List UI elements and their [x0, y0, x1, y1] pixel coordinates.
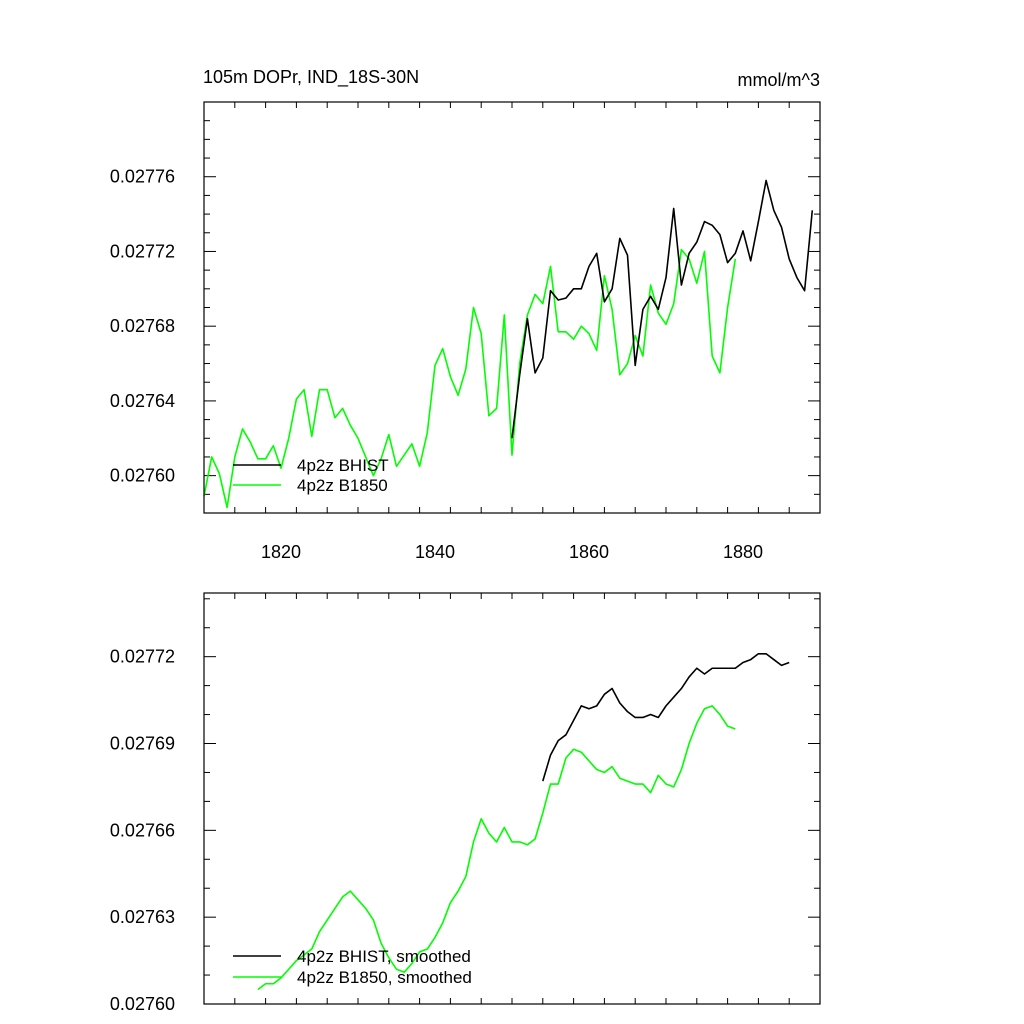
y-tick-label: 0.02760 — [110, 466, 175, 486]
x-tick-label: 1880 — [723, 542, 763, 562]
y-tick-label: 0.02769 — [110, 734, 175, 754]
bottom-panel-frame — [203, 592, 821, 1005]
top-panel: 105m DOPr, IND_18S-30N mmol/m^3 0.027600… — [110, 67, 821, 562]
top-panel-y-tick-labels: 0.02760 0.02764 0.02768 0.02772 0.02776 — [110, 167, 175, 486]
bottom-panel: 0.02760 0.02763 0.02766 0.02769 0.02772 4p2z… — [110, 592, 821, 1014]
y-tick-label: 0.02772 — [110, 241, 175, 261]
y-tick-label: 0.02772 — [110, 647, 175, 667]
top-panel-units: mmol/m^3 — [738, 70, 820, 90]
legend-label: 4p2z BHIST, smoothed — [297, 947, 471, 966]
series-line-bhist — [511, 179, 814, 439]
y-tick-label: 0.02766 — [110, 820, 175, 840]
x-tick-label: 1860 — [569, 542, 609, 562]
legend-label: 4p2z B1850 — [297, 476, 388, 495]
y-tick-label: 0.02760 — [110, 994, 175, 1014]
series-line-b1850 — [203, 248, 737, 509]
bottom-panel-series — [257, 652, 790, 991]
legend-label: 4p2z BHIST — [297, 456, 389, 475]
top-panel-ticks — [203, 101, 821, 514]
series-line-b1850 — [257, 705, 736, 991]
y-tick-label: 0.02764 — [110, 391, 175, 411]
x-tick-label: 1840 — [415, 542, 455, 562]
legend-label: 4p2z B1850, smoothed — [297, 968, 472, 987]
y-tick-label: 0.02768 — [110, 316, 175, 336]
top-panel-title: 105m DOPr, IND_18S-30N — [203, 67, 419, 88]
x-tick-label: 1820 — [261, 542, 301, 562]
top-panel-frame — [203, 101, 821, 514]
bottom-panel-legend: 4p2z BHIST, smoothed 4p2z B1850, smoothed — [233, 947, 472, 987]
bottom-panel-y-tick-labels: 0.02760 0.02763 0.02766 0.02769 0.02772 — [110, 647, 175, 1014]
series-line-bhist — [542, 652, 790, 782]
y-tick-label: 0.02763 — [110, 907, 175, 927]
top-panel-series — [203, 179, 814, 509]
y-tick-label: 0.02776 — [110, 167, 175, 187]
top-panel-x-tick-labels: 1820 1840 1860 1880 — [261, 542, 763, 562]
bottom-panel-ticks — [203, 593, 821, 1005]
